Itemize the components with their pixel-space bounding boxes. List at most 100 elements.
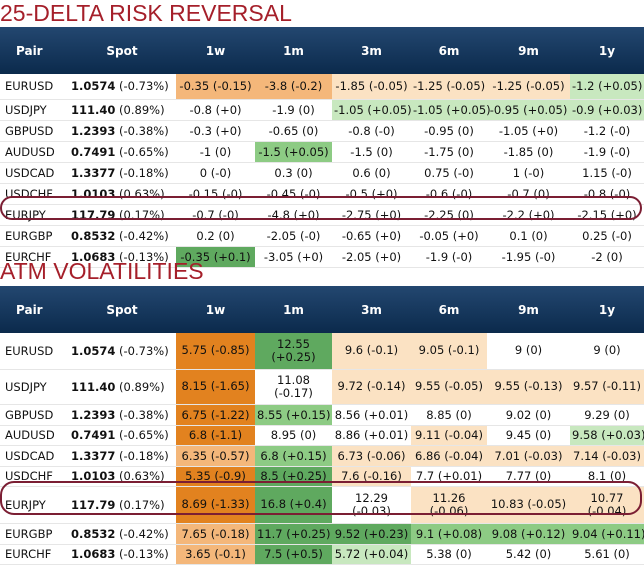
value-cell-3m: -2.75 (+0) bbox=[332, 204, 411, 226]
value-cell-6m: 8.85 (0) bbox=[411, 404, 487, 426]
column-header-1m: 1m bbox=[255, 27, 332, 74]
table-row-eurgbp: EURGBP 0.8532 (-0.42%) 7.65 (-0.18) 11.7 (+… bbox=[0, 523, 644, 545]
column-header-3m: 3m bbox=[332, 286, 411, 333]
table-row-eurusd: EURUSD 1.0574 (-0.73%) -0.35 (-0.15) -3.8 (… bbox=[0, 74, 644, 100]
spot-change: (0.63%) bbox=[119, 469, 165, 483]
spot-change: (-0.65%) bbox=[119, 144, 169, 159]
value-cell-6m: -1.25 (-0.05) bbox=[411, 74, 487, 100]
value-cell-1m: -3.8 (-0.2) bbox=[255, 74, 332, 100]
value-cell-9m: 7.77 (0) bbox=[487, 466, 570, 487]
value-cell-3m: 6.73 (-0.06) bbox=[332, 445, 411, 467]
table-row-eurjpy: EURJPY 117.79 (0.17%) -0.7 (-0) -4.8 (+0) -2… bbox=[0, 204, 644, 226]
atm-vol-title: ATM VOLATILITIES bbox=[0, 258, 204, 284]
pair-cell: USDJPY bbox=[0, 99, 68, 121]
spot-value: 1.0683 bbox=[71, 547, 116, 561]
value-cell-1m: -3.05 (+0) bbox=[255, 246, 332, 268]
value-cell-1y: 9.57 (-0.11) bbox=[570, 369, 644, 405]
value-cell-1m: -1.5 (+0.05) bbox=[255, 141, 332, 163]
table-row-usdcad: USDCAD 1.3377 (-0.18%) 6.35 (-0.57) 6.8 (+0… bbox=[0, 445, 644, 467]
value-cell-9m: 1 (-0) bbox=[487, 162, 570, 184]
value-cell-1w: -0.35 (+0.1) bbox=[176, 246, 255, 268]
value-cell-9m: 9.08 (+0.12) bbox=[487, 523, 570, 545]
spot-cell: 117.79 (0.17%) bbox=[68, 204, 176, 226]
spot-cell: 111.40 (0.89%) bbox=[68, 369, 176, 405]
value-cell-6m: 9.1 (+0.08) bbox=[411, 523, 487, 545]
value-cell-1m: 8.5 (+0.25) bbox=[255, 466, 332, 487]
table-row-eurchf: EURCHF 1.0683 (-0.13%) -0.35 (+0.1) -3.05 (… bbox=[0, 246, 644, 268]
column-header-6m: 6m bbox=[411, 27, 487, 74]
value-cell-3m: -1.05 (+0.05) bbox=[332, 99, 412, 121]
spot-value: 1.3377 bbox=[71, 165, 116, 180]
spot-cell: 1.0574 (-0.73%) bbox=[68, 333, 176, 370]
value-cell-6m: -1.75 (0) bbox=[411, 141, 487, 163]
value-cell-9m: -1.85 (0) bbox=[487, 141, 570, 163]
spot-cell: 1.0683 (-0.13%) bbox=[68, 544, 176, 565]
value-cell-9m: 9 (0) bbox=[487, 333, 570, 370]
spot-cell: 1.0103 (0.63%) bbox=[68, 466, 176, 487]
spot-change: (0.63%) bbox=[119, 186, 165, 201]
spot-value: 0.8532 bbox=[71, 526, 116, 541]
pair-cell: USDCHF bbox=[0, 183, 68, 205]
spot-cell: 0.7491 (-0.65%) bbox=[68, 425, 176, 446]
column-header-1y: 1y bbox=[570, 27, 644, 74]
spot-change: (-0.18%) bbox=[119, 448, 169, 463]
spot-change: (-0.65%) bbox=[119, 428, 169, 442]
spot-change: (-0.38%) bbox=[119, 123, 169, 138]
spot-value: 0.7491 bbox=[71, 428, 116, 442]
spot-change: (0.89%) bbox=[119, 102, 165, 117]
value-cell-1y: -0.8 (-0) bbox=[570, 183, 644, 205]
column-header-6m: 6m bbox=[411, 286, 487, 333]
value-cell-6m: -0.95 (0) bbox=[411, 120, 487, 142]
value-cell-6m: 6.86 (-0.04) bbox=[411, 445, 487, 467]
value-cell-1y: 9.04 (+0.11) bbox=[570, 523, 644, 545]
table-row-eurgbp: EURGBP 0.8532 (-0.42%) 0.2 (0) -2.05 (-0) -0… bbox=[0, 225, 644, 247]
spot-change: (0.89%) bbox=[119, 379, 165, 394]
value-cell-1m: 0.3 (0) bbox=[255, 162, 332, 184]
value-cell-6m: 9.05 (-0.1) bbox=[411, 333, 487, 370]
spot-change: (-0.13%) bbox=[119, 249, 169, 264]
value-cell-6m: -0.6 (-0) bbox=[411, 183, 487, 205]
pair-cell: EURUSD bbox=[0, 333, 68, 370]
spot-value: 1.2393 bbox=[71, 123, 116, 138]
pair-cell: EURJPY bbox=[0, 486, 68, 524]
value-cell-9m: -0.95 (+0.05) bbox=[487, 99, 570, 121]
value-cell-1w: 6.35 (-0.57) bbox=[176, 445, 255, 467]
value-cell-3m: 9.72 (-0.14) bbox=[332, 369, 411, 405]
pair-cell: USDCAD bbox=[0, 162, 68, 184]
column-header-1y: 1y bbox=[570, 286, 644, 333]
value-cell-6m: -1.9 (-0) bbox=[411, 246, 487, 268]
spot-cell: 0.7491 (-0.65%) bbox=[68, 141, 176, 163]
pair-cell: USDJPY bbox=[0, 369, 68, 405]
value-cell-1w: 5.35 (-0.9) bbox=[176, 466, 255, 487]
spot-change: (-0.42%) bbox=[119, 228, 169, 243]
value-cell-9m: 10.83 (-0.05) bbox=[487, 486, 570, 524]
value-cell-1w: -0.3 (+0) bbox=[176, 120, 255, 142]
value-cell-1m: 7.5 (+0.5) bbox=[255, 544, 332, 565]
pair-cell: GBPUSD bbox=[0, 404, 68, 426]
pair-cell: EURGBP bbox=[0, 523, 68, 545]
column-header-spot: Spot bbox=[68, 286, 176, 333]
value-cell-1w: 8.69 (-1.33) bbox=[176, 486, 255, 524]
column-header-pair: Pair bbox=[0, 286, 68, 333]
spot-change: (-0.42%) bbox=[119, 526, 169, 541]
value-cell-1w: -0.8 (+0) bbox=[176, 99, 255, 121]
value-cell-1w: 6.8 (-1.1) bbox=[176, 425, 255, 446]
value-cell-1m: 11.7 (+0.25) bbox=[255, 523, 332, 545]
spot-value: 117.79 bbox=[71, 497, 116, 512]
table-row-gbpusd: GBPUSD 1.2393 (-0.38%) 6.75 (-1.22) 8.55 (+… bbox=[0, 404, 644, 426]
value-cell-9m: -2.2 (+0) bbox=[487, 204, 570, 226]
value-cell-1w: 6.75 (-1.22) bbox=[176, 404, 255, 426]
table-row-eurusd: EURUSD 1.0574 (-0.73%) 5.75 (-0.85) 12.55 (… bbox=[0, 333, 644, 370]
spot-change: (-0.18%) bbox=[119, 165, 169, 180]
value-cell-1w: -0.7 (-0) bbox=[176, 204, 255, 226]
risk-reversal-table: Pair Spot 1w 1m 3m 6m 9m 1y EURUSD 1.0574 (-0.73… bbox=[0, 27, 644, 268]
value-cell-9m: 9.02 (0) bbox=[487, 404, 570, 426]
value-cell-3m: -1.85 (-0.05) bbox=[332, 74, 411, 100]
column-header-9m: 9m bbox=[487, 27, 570, 74]
value-cell-9m: 7.01 (-0.03) bbox=[487, 445, 570, 467]
atm-vol-table: Pair Spot 1w 1m 3m 6m 9m 1y EURUSD 1.0574 (-0.73… bbox=[0, 286, 644, 565]
pair-cell: AUDUSD bbox=[0, 141, 68, 163]
pair-cell: USDCHF bbox=[0, 466, 68, 487]
spot-change: (-0.73%) bbox=[119, 79, 169, 94]
pair-cell: EURJPY bbox=[0, 204, 68, 226]
